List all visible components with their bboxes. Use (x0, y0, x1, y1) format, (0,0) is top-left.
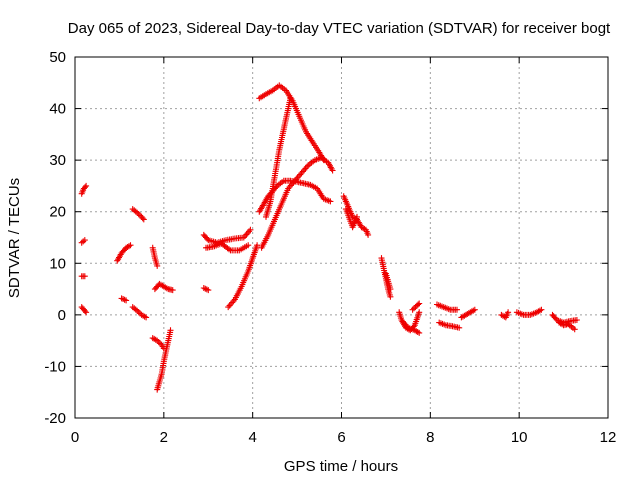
x-axis-label: GPS time / hours (284, 458, 398, 475)
series-arc-8 (129, 206, 147, 223)
data-point-plus (411, 305, 417, 312)
series-arc-30 (458, 306, 478, 321)
series-arc-31 (498, 309, 512, 321)
series-arc-32 (513, 306, 545, 318)
series-arc-24 (382, 270, 394, 293)
data-point-plus (454, 306, 460, 313)
chart-title: Day 065 of 2023, Sidereal Day-to-day VTE… (68, 20, 611, 37)
series-arc-14 (200, 226, 254, 246)
series-arc-13 (200, 285, 212, 294)
series-arc-6 (118, 295, 130, 304)
series-arc-27 (409, 300, 423, 313)
data-point-plus (123, 297, 130, 304)
series-arc-1 (78, 182, 90, 197)
data-point-plus (471, 306, 478, 313)
data-point-plus (83, 309, 90, 316)
data-point-plus (245, 242, 252, 249)
series-arc-10 (151, 280, 176, 294)
data-point-plus (416, 309, 423, 316)
data-point-plus (387, 286, 394, 293)
data-point-plus (135, 309, 142, 316)
data-point-plus (329, 167, 336, 174)
data-point-plus (247, 226, 254, 233)
x-tick-label: 0 (71, 429, 79, 446)
data-point-plus (202, 285, 209, 292)
data-point-plus (225, 304, 232, 311)
data-point-plus (139, 215, 146, 222)
y-tick-label: 50 (49, 49, 66, 66)
y-tick-label: 40 (49, 101, 66, 118)
series-arc-9 (149, 244, 161, 269)
series-arc-4 (78, 304, 90, 316)
data-point-plus (155, 339, 162, 345)
y-tick-label: 20 (49, 204, 66, 221)
x-tick-label: 12 (600, 429, 617, 446)
axis-ticks (74, 56, 609, 419)
x-tick-label: 2 (160, 429, 168, 446)
series-arc-5 (114, 242, 134, 264)
data-point-plus (327, 198, 334, 205)
data-point-plus (169, 287, 176, 294)
data-point-plus (273, 184, 279, 191)
series-arc-15 (203, 240, 252, 254)
data-point-plus (127, 242, 134, 249)
data-point-plus (135, 211, 142, 218)
series-arc-34 (556, 319, 578, 333)
y-tick-label: -20 (44, 410, 66, 427)
y-tick-labels: -20 -10 0 10 20 30 40 50 (44, 49, 66, 427)
data-point-plus (121, 296, 128, 303)
data-point-plus (354, 213, 360, 220)
data-point-plus (571, 326, 578, 333)
series-arc-12 (154, 327, 174, 393)
grid-lines (75, 57, 608, 418)
series-arc-2 (78, 237, 88, 246)
data-point-plus (120, 296, 127, 302)
data-point-plus (365, 231, 372, 238)
data-point-plus (140, 216, 147, 223)
y-tick-label: 0 (58, 307, 66, 324)
data-point-plus (143, 314, 150, 321)
data-point-plus (416, 300, 423, 307)
data-point-plus (387, 293, 394, 300)
y-tick-label: 10 (49, 255, 66, 272)
data-point-plus (409, 306, 416, 313)
series-arc-29 (436, 319, 463, 331)
data-point-plus (82, 184, 88, 191)
data-point-plus (254, 242, 261, 249)
y-tick-label: 30 (49, 152, 66, 169)
series-arc-3 (78, 273, 88, 280)
x-tick-label: 4 (248, 429, 256, 446)
series-arc-26 (398, 317, 423, 336)
data-point-plus (573, 317, 580, 323)
series-arc-16 (225, 242, 261, 311)
x-tick-labels: 0 2 4 6 8 10 12 (71, 429, 617, 446)
x-tick-label: 10 (511, 429, 528, 446)
data-point-plus (167, 327, 174, 334)
data-point-plus (456, 324, 463, 331)
data-point-plus (416, 329, 423, 336)
data-marks (78, 82, 580, 393)
data-point-plus (415, 301, 422, 308)
data-point-plus (82, 308, 88, 314)
series-arc-7 (129, 304, 150, 321)
series-arc-19 (263, 95, 294, 220)
data-point-plus (205, 287, 212, 294)
y-axis-label: SDTVAR / TECUs (6, 178, 23, 298)
series-arc-18 (258, 154, 336, 251)
data-point-plus (154, 262, 161, 269)
data-point-plus (538, 306, 545, 313)
data-point-plus (81, 237, 88, 244)
series-arc-20 (256, 82, 327, 164)
data-point-plus (505, 309, 512, 316)
data-point-plus (83, 182, 90, 189)
y-tick-label: -10 (44, 358, 66, 375)
x-tick-label: 8 (426, 429, 434, 446)
series-arc-28 (434, 301, 460, 313)
series-arc-22 (342, 206, 360, 231)
data-point-plus (81, 273, 88, 280)
data-point-plus (320, 157, 327, 164)
x-tick-label: 6 (337, 429, 345, 446)
data-point-plus (203, 286, 210, 293)
